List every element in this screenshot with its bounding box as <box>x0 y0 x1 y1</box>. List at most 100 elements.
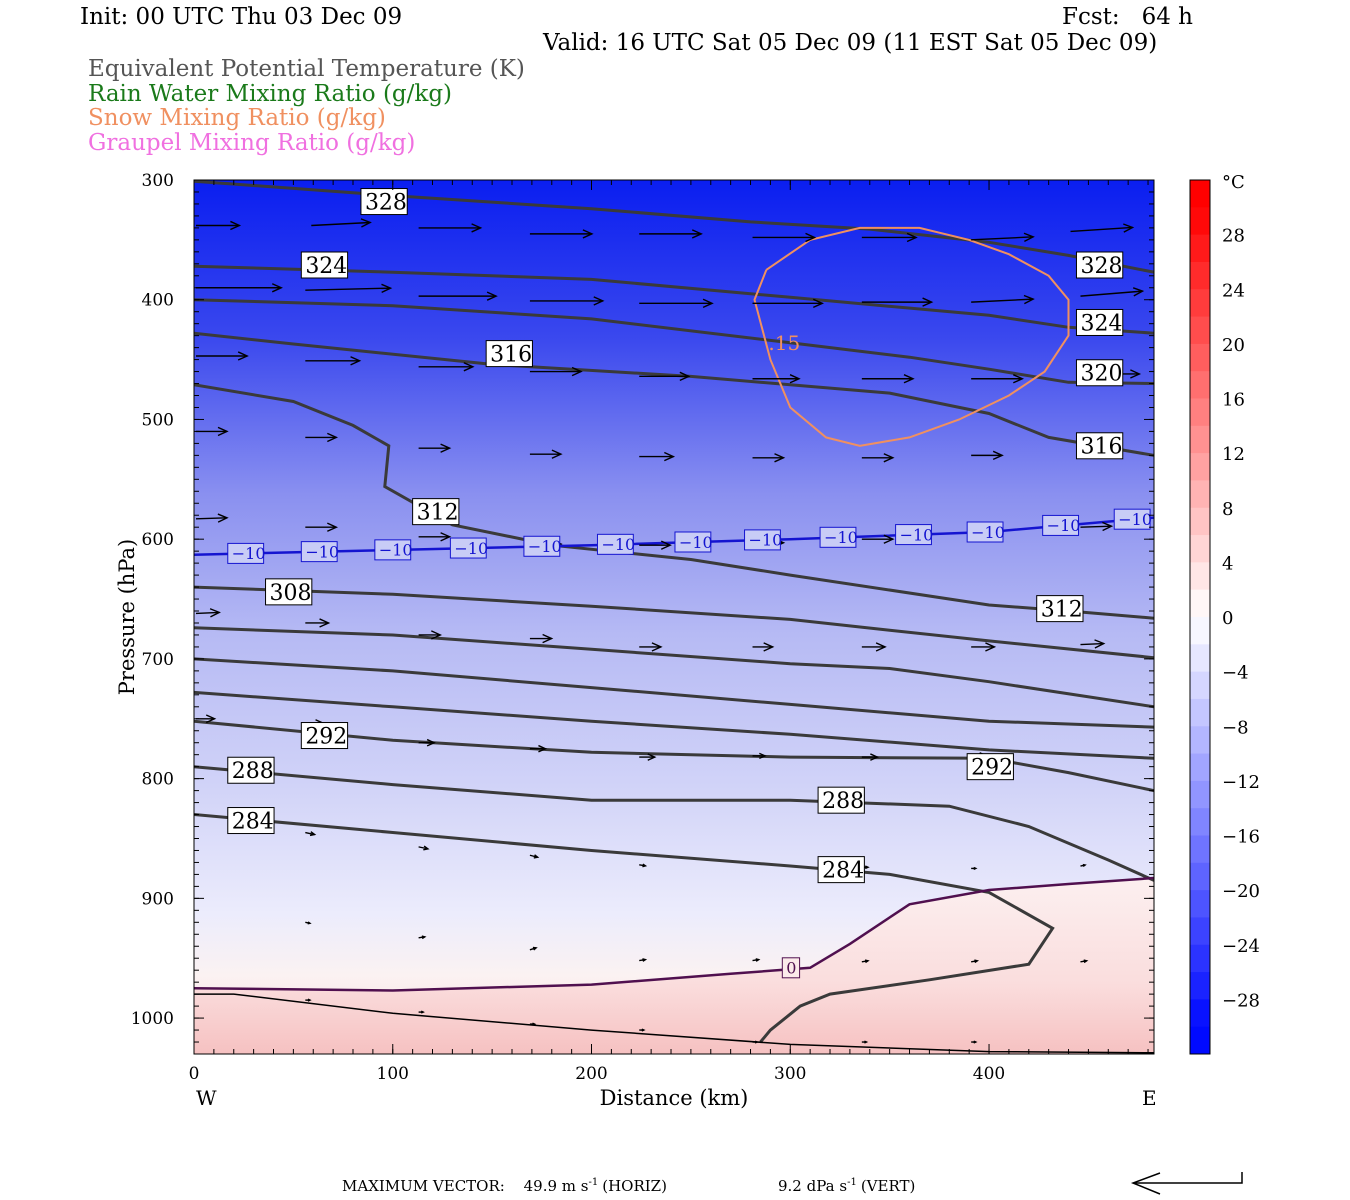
wind-vector <box>861 297 934 307</box>
svg-text:308: 308 <box>270 581 312 606</box>
svg-text:324: 324 <box>1080 311 1122 336</box>
colorbar-label: −20 <box>1222 881 1260 902</box>
init-time: Init: 00 UTC Thu 03 Dec 09 <box>80 4 403 30</box>
y-tick-label: 900 <box>142 889 174 909</box>
wind-vector <box>1080 639 1106 649</box>
colorbar-segment <box>1190 862 1210 891</box>
theta-e-contour-304 <box>194 626 1154 709</box>
svg-text:288: 288 <box>232 759 274 784</box>
x-end-label-east: E <box>1142 1086 1157 1110</box>
y-tick-label: 700 <box>142 650 174 670</box>
colorbar-segment <box>1190 535 1210 563</box>
theta-e-label: 292 <box>966 753 1014 781</box>
svg-text:0: 0 <box>786 959 796 978</box>
plot-frame <box>193 179 1155 1055</box>
wind-vector <box>305 998 312 1002</box>
wind-vector <box>971 1040 978 1044</box>
max-vector-label: MAXIMUM VECTOR: <box>342 1177 505 1195</box>
theta-e-label: 328 <box>1075 251 1124 279</box>
wind-vector <box>418 223 483 233</box>
colorbar-label: −4 <box>1222 663 1249 684</box>
svg-text:−10: −10 <box>528 537 562 556</box>
colorbar-segment <box>1190 398 1210 427</box>
isotherm-label: −10 <box>1042 514 1080 536</box>
wind-vector <box>196 351 249 361</box>
theta-e-label: 328 <box>360 188 408 215</box>
theta-e-contour-320 <box>194 298 1154 385</box>
svg-text:316: 316 <box>490 343 532 368</box>
svg-text:284: 284 <box>232 809 274 834</box>
zero-degree-isotherm <box>194 876 1154 992</box>
colorbar-segment <box>1190 507 1210 536</box>
wind-vector <box>418 630 443 640</box>
wind-vector <box>639 863 648 868</box>
wind-vector <box>1070 223 1135 233</box>
wind-vector <box>195 513 229 523</box>
wind-vector <box>752 374 801 384</box>
colorbar-label: 12 <box>1222 444 1245 465</box>
y-tick-label: 300 <box>142 171 174 191</box>
isotherm-label: −10 <box>1113 508 1152 530</box>
legend-theta-e: Equivalent Potential Temperature (K) <box>88 56 525 82</box>
horiz-value: 49.9 m s <box>524 1177 589 1195</box>
wind-vector <box>305 432 339 443</box>
isotherm-label: −10 <box>674 531 713 553</box>
theta-e-label: 288 <box>227 756 275 784</box>
wind-vector <box>861 642 887 652</box>
wind-vector <box>1080 863 1087 867</box>
legend-graupel: Graupel Mixing Ratio (g/kg) <box>88 130 416 156</box>
theta-e-contour-308 <box>194 585 1154 660</box>
wind-vector <box>639 958 648 962</box>
svg-text:.15: .15 <box>768 331 800 355</box>
isotherm-label: −10 <box>744 529 782 551</box>
theta-e-contour-296 <box>194 690 1154 760</box>
wind-vector <box>529 633 554 644</box>
colorbar-label: −28 <box>1222 990 1260 1011</box>
colorbar-segment <box>1190 671 1210 700</box>
colorbar-segment <box>1190 425 1210 454</box>
y-tick-label: 400 <box>142 291 174 311</box>
theta-e-contour-284 <box>194 813 1055 1043</box>
wind-vector <box>861 1040 869 1044</box>
vert-unit: (VERT) <box>861 1177 916 1195</box>
wind-vector <box>196 426 229 437</box>
svg-text:−10: −10 <box>971 523 1005 542</box>
colorbar-segment <box>1190 1026 1210 1055</box>
wind-vector <box>1080 521 1114 532</box>
wind-vector <box>639 1028 646 1032</box>
max-vector-footer: MAXIMUM VECTOR: 49.9 m s-1 (HORIZ) 9.2 dP… <box>342 1177 915 1195</box>
vert-sup: -1 <box>847 1177 857 1188</box>
wind-vector <box>861 374 915 384</box>
theta-e-contour-288 <box>194 765 1154 882</box>
isotherm-label: −10 <box>449 537 488 559</box>
theta-e-label: 316 <box>1075 432 1124 460</box>
svg-text:312: 312 <box>417 501 459 526</box>
colorbar-segment <box>1190 698 1210 727</box>
wind-vector <box>639 642 663 652</box>
wind-vector <box>529 366 583 377</box>
colorbar-segment <box>1190 944 1210 973</box>
wind-vector <box>971 642 997 652</box>
wind-vector <box>861 453 895 463</box>
svg-text:MAXIMUM VECTOR: 49.9 m s: MAXIMUM VECTOR: 49.9 m s-1 (HORIZ) <box>342 1177 667 1195</box>
wind-vector <box>1080 287 1145 297</box>
wind-vector <box>861 232 918 243</box>
colorbar-segment <box>1190 453 1210 481</box>
horiz-sup: -1 <box>588 1177 598 1188</box>
theta-e-label: 324 <box>300 251 349 279</box>
wind-vector <box>418 291 498 301</box>
valid-time: Valid: 16 UTC Sat 05 Dec 09 (11 EST Sat … <box>543 30 1158 56</box>
snow-contour-label: .15 <box>768 331 800 355</box>
wind-vector <box>305 522 339 532</box>
svg-text:9.2 dPa s-1(VERT): 9.2 dPa s-1 (VERT) <box>778 1177 915 1195</box>
colorbar-segment <box>1190 371 1210 399</box>
svg-text:−10: −10 <box>679 533 713 552</box>
wind-vector <box>418 935 427 940</box>
colorbar-segment <box>1190 207 1210 236</box>
colorbar-segment <box>1190 808 1210 836</box>
colorbar-segment <box>1190 780 1210 809</box>
colorbar-label: −8 <box>1222 717 1249 738</box>
theta-e-label: 316 <box>485 340 533 368</box>
theta-e-label: 284 <box>227 807 275 834</box>
colorbar-label: 28 <box>1222 226 1245 247</box>
